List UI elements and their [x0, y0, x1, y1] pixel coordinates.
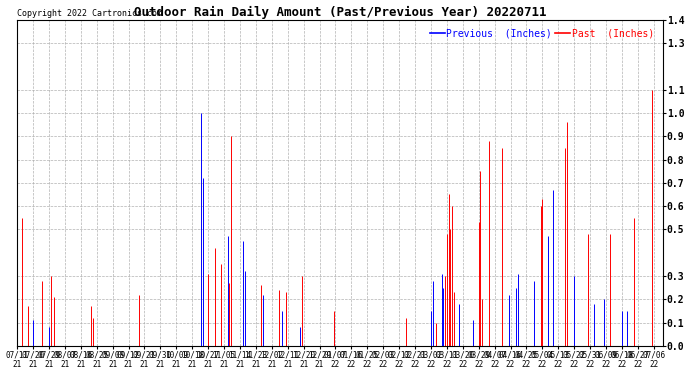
Legend: Previous  (Inches), Past  (Inches): Previous (Inches), Past (Inches)	[426, 25, 658, 42]
Title: Outdoor Rain Daily Amount (Past/Previous Year) 20220711: Outdoor Rain Daily Amount (Past/Previous…	[134, 6, 546, 19]
Text: Copyright 2022 Cartronics.com: Copyright 2022 Cartronics.com	[17, 9, 162, 18]
